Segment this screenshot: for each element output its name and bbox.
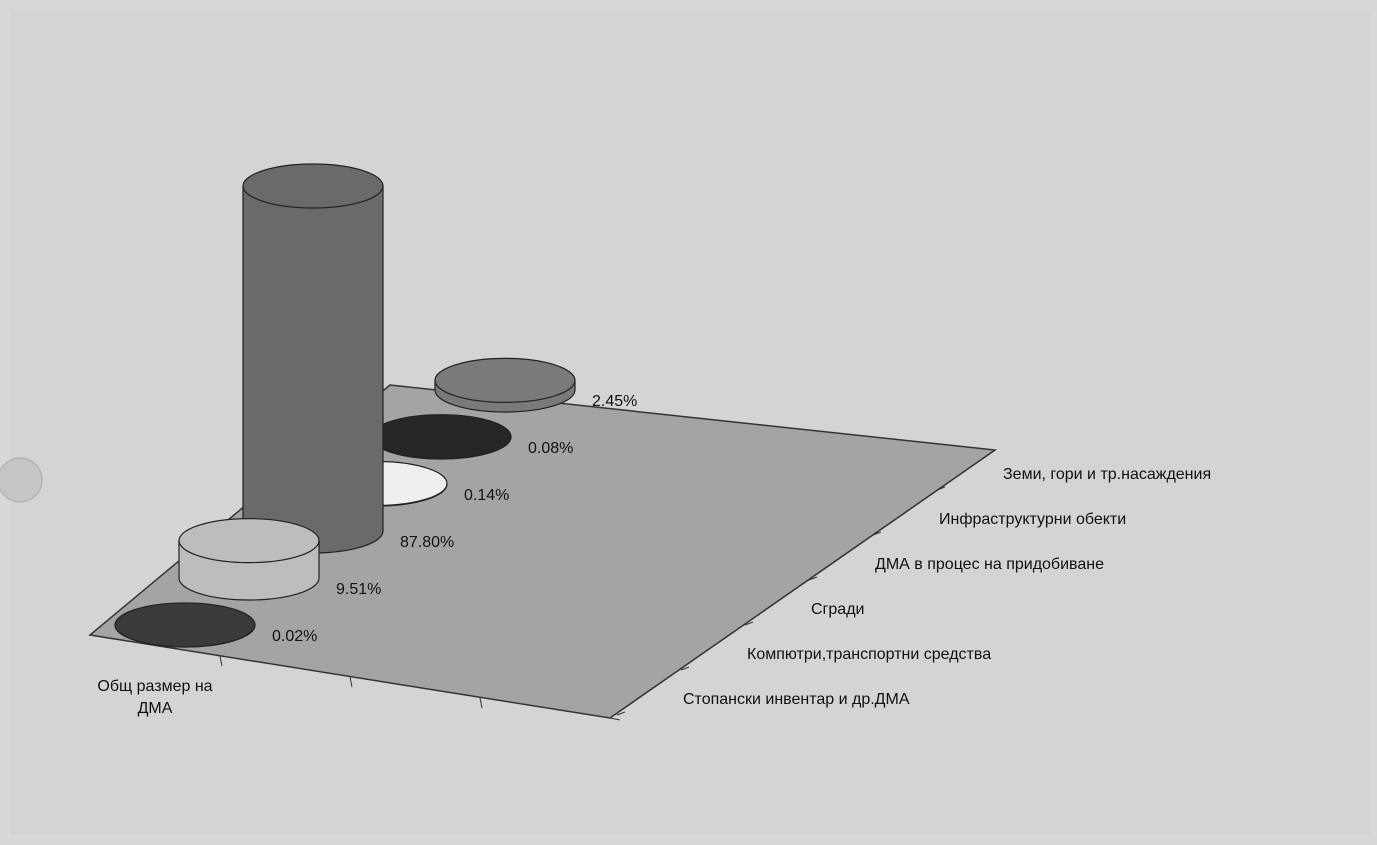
depth-label: Компютри,транспортни средства: [747, 646, 991, 663]
tick: [680, 666, 690, 671]
tick: [936, 486, 946, 491]
tick: [479, 697, 483, 709]
value-label: 2.45%: [592, 393, 637, 410]
cylinder-top: [178, 518, 320, 564]
depth-label: Инфраструктурни обекти: [939, 511, 1126, 528]
ticks: [219, 655, 621, 721]
cylinder-top: [434, 357, 576, 403]
value-label: 0.02%: [272, 628, 317, 645]
tick: [808, 576, 818, 581]
value-label: 0.14%: [464, 487, 509, 504]
value-label: 9.51%: [336, 581, 381, 598]
cylinder-top: [114, 602, 256, 648]
cylinder-top: [370, 414, 512, 460]
value-label: 87.80%: [400, 534, 454, 551]
tick: [219, 655, 223, 667]
cylinder: [434, 357, 576, 413]
decoration: [0, 457, 43, 503]
cylinder: [178, 518, 320, 601]
tick: [616, 711, 626, 716]
tick: [872, 531, 882, 536]
depth-label: Земи, гори и тр.насаждения: [1003, 466, 1211, 483]
depth-label: ДМА в процес на придобиване: [875, 556, 1104, 573]
cylinder: [242, 163, 384, 554]
tick: [609, 717, 621, 721]
depth-label: Стопански инвентар и др.ДМА: [683, 691, 910, 708]
value-label: 0.08%: [528, 440, 573, 457]
cylinder-top: [242, 163, 384, 209]
cylinder: [370, 414, 512, 460]
x-category-label: Общ размер на ДМА: [97, 678, 213, 717]
tick: [349, 676, 353, 688]
tick: [744, 621, 754, 626]
cylinder-side: [242, 185, 384, 554]
cylinder: [114, 602, 256, 648]
depth-label: Сгради: [811, 601, 864, 618]
